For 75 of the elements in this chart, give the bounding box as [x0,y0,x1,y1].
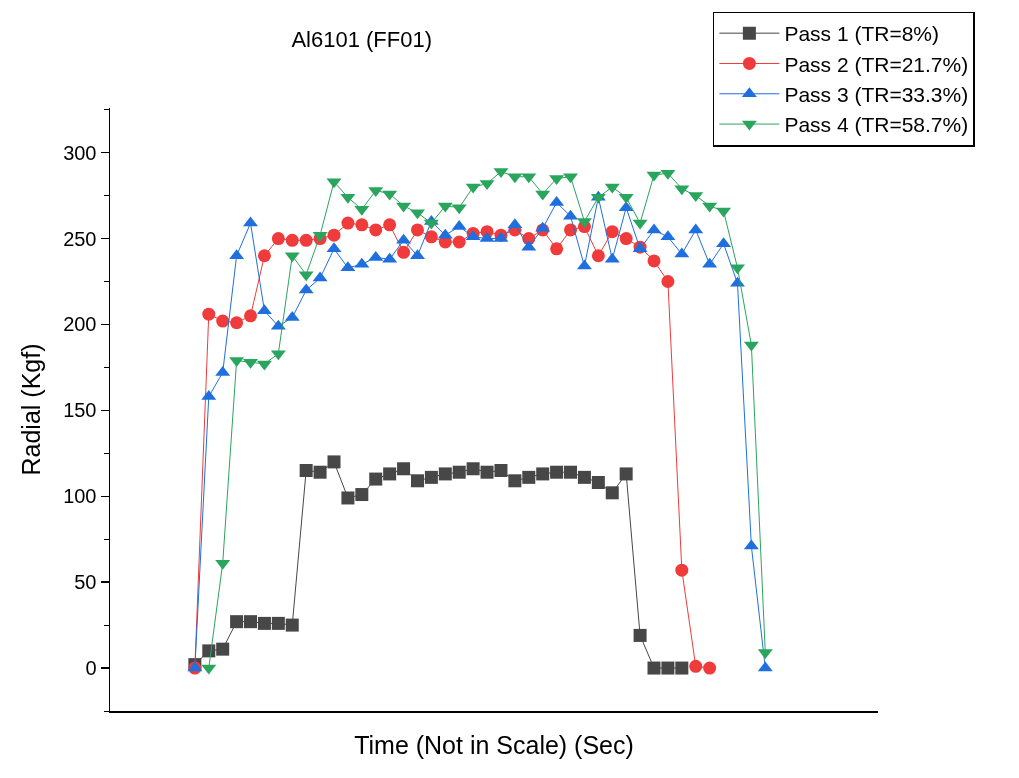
point [438,467,452,481]
point [355,218,369,232]
y-tick-label: 200 [63,313,97,336]
point [494,463,508,477]
y-tick-label: 250 [63,227,97,250]
point [271,616,285,630]
point [466,462,480,476]
point [271,232,285,246]
point [703,661,717,675]
point [341,491,355,505]
point [397,245,411,259]
point [230,615,244,629]
point [452,235,466,249]
y-tick-label: 50 [74,571,97,594]
point [383,467,397,481]
point [313,465,327,479]
point [452,465,466,479]
point [647,661,661,675]
point [410,223,424,237]
y-tick-label: 300 [63,141,97,164]
point [619,232,633,246]
point [257,616,271,630]
point [689,659,703,673]
legend-label: Pass 4 (TR=58.7%) [784,113,969,137]
point [285,618,299,632]
point [591,476,605,490]
point [633,628,647,642]
point [244,615,258,629]
chart-title: Al6101 (FF01) [291,26,433,52]
point [675,563,689,577]
point [355,488,369,502]
point [647,254,661,268]
point [257,249,271,263]
legend-label: Pass 2 (TR=21.7%) [784,52,969,76]
point [675,661,689,675]
point [550,242,564,256]
point [508,474,522,488]
point [410,474,424,488]
point [341,216,355,230]
y-tick-label: 150 [63,399,97,422]
point [202,307,216,321]
point [550,465,564,479]
y-tick-label: 100 [63,485,97,508]
point [299,233,313,247]
point [369,472,383,486]
point [536,467,550,481]
legend-label: Pass 1 (TR=8%) [784,22,940,46]
point [424,230,438,244]
point [327,228,341,242]
point [605,225,619,239]
point [619,467,633,481]
point [244,309,258,323]
point [661,275,675,288]
point [605,486,619,500]
point [577,470,591,484]
point [230,316,244,330]
point [285,233,299,247]
point [299,463,313,477]
legend-label: Pass 3 (TR=33.3%) [784,82,969,106]
point [480,465,494,479]
point [216,314,230,328]
x-axis-title: Time (Not in Scale) (Sec) [354,731,634,760]
point [424,470,438,484]
point [522,470,536,484]
y-tick-label: 0 [85,657,97,680]
point [591,249,605,263]
point [369,223,383,237]
point [397,462,411,476]
point [661,661,675,675]
point [327,455,341,469]
point [383,218,397,232]
point [202,644,216,658]
point [564,465,578,479]
y-axis-title: Radial (Kgf) [17,343,46,476]
point [216,642,230,656]
